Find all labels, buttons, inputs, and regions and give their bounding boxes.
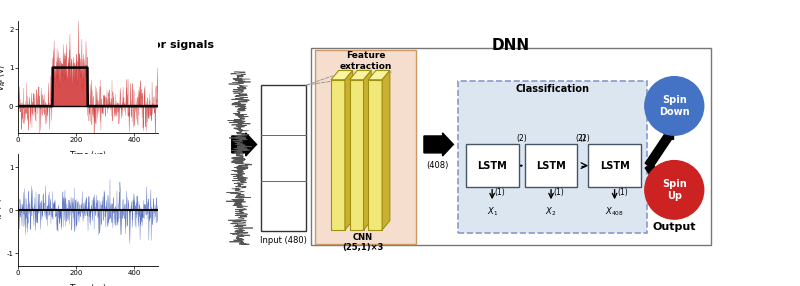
Polygon shape [345, 71, 353, 230]
Text: (2): (2) [575, 134, 586, 143]
Text: (2): (2) [580, 134, 590, 143]
Polygon shape [363, 71, 371, 230]
Text: DNN: DNN [492, 38, 530, 53]
Text: Spin
Down: Spin Down [659, 95, 690, 117]
Text: (1): (1) [554, 188, 564, 197]
Polygon shape [382, 71, 390, 230]
Text: (1): (1) [494, 188, 506, 197]
Text: CNN
(25,1)×3: CNN (25,1)×3 [342, 233, 383, 252]
Bar [588, 144, 641, 187]
Text: LSTM: LSTM [536, 161, 566, 171]
FancyArrow shape [645, 129, 674, 168]
FancyArrow shape [645, 163, 674, 202]
Y-axis label: $V_{RF}$ (V): $V_{RF}$ (V) [0, 196, 5, 224]
Text: Sensor signals: Sensor signals [122, 41, 214, 51]
Bar [315, 50, 416, 244]
Text: Output: Output [653, 222, 696, 232]
Polygon shape [350, 71, 371, 80]
Polygon shape [331, 71, 353, 80]
Text: Spin
Up: Spin Up [662, 179, 686, 201]
Text: (2): (2) [516, 134, 527, 143]
Bar [368, 80, 382, 230]
Bar [458, 81, 647, 233]
Bar [331, 80, 345, 230]
Y-axis label: $V_{RF}$ (V): $V_{RF}$ (V) [0, 63, 7, 91]
Text: $X_2$: $X_2$ [546, 205, 557, 218]
Text: Classification: Classification [516, 84, 590, 94]
X-axis label: Time ($\mu$s): Time ($\mu$s) [69, 282, 106, 286]
FancyArrow shape [232, 133, 257, 156]
X-axis label: Time ($\mu$s): Time ($\mu$s) [69, 149, 106, 162]
Text: (408): (408) [426, 161, 449, 170]
Bar [466, 144, 518, 187]
Text: (1): (1) [617, 188, 628, 197]
Bar [350, 80, 363, 230]
Bar [262, 85, 306, 231]
Text: Input (480): Input (480) [260, 236, 307, 245]
Text: Feature
extraction: Feature extraction [340, 51, 392, 71]
Text: LSTM: LSTM [600, 161, 630, 171]
Polygon shape [368, 71, 390, 80]
Circle shape [645, 77, 704, 135]
Bar [310, 48, 710, 245]
FancyArrow shape [424, 133, 454, 156]
Text: $X_1$: $X_1$ [486, 205, 498, 218]
Text: $X_{408}$: $X_{408}$ [605, 205, 624, 218]
Text: LSTM: LSTM [478, 161, 507, 171]
Circle shape [645, 161, 704, 219]
Bar [525, 144, 578, 187]
